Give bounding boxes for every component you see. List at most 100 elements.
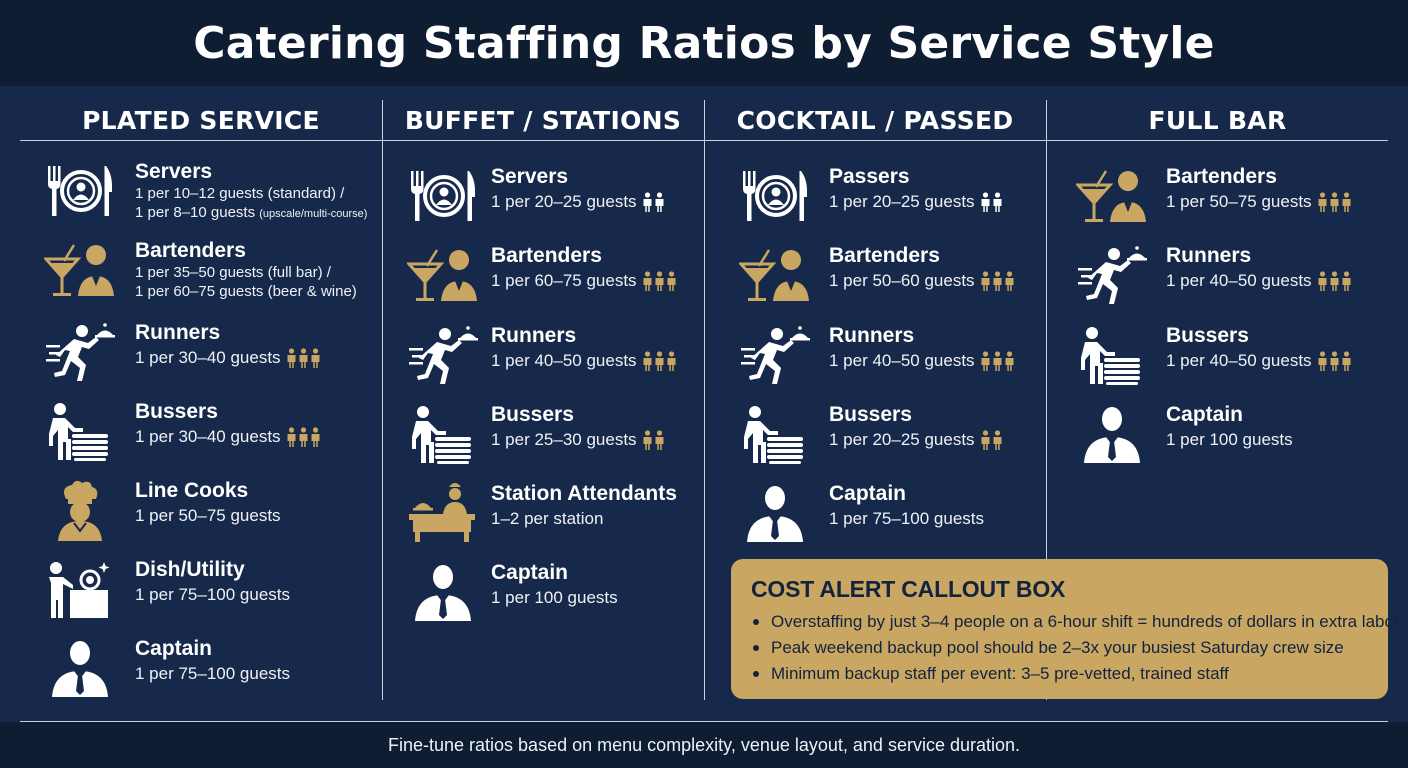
people-group-icon: [980, 351, 1015, 371]
person-icon: [1318, 192, 1327, 212]
person-icon: [299, 348, 308, 368]
staff-ratio-item: Bussers 1 per 40–50 guests: [1047, 322, 1388, 392]
role-name: Passers: [829, 165, 910, 188]
staff-ratio-item: Captain 1 per 75–100 guests: [705, 480, 1045, 550]
role-name: Bartenders: [1166, 165, 1277, 188]
station-attendant-icon: [403, 480, 483, 546]
ratio-text: 1 per 100 guests: [491, 588, 618, 607]
person-icon: [1330, 192, 1339, 212]
role-name: Runners: [491, 324, 577, 347]
person-icon: [643, 351, 652, 371]
role-ratio: 1 per 75–100 guests: [135, 585, 290, 605]
busser-icon: [403, 401, 483, 467]
busser-icon: [735, 401, 815, 467]
runner-icon: [735, 322, 815, 388]
person-icon: [1342, 351, 1351, 371]
captain-icon: [403, 559, 483, 625]
bullet-icon: [753, 645, 759, 651]
role-ratio: 1 per 30–40 guests: [135, 427, 321, 447]
runner-icon: [403, 322, 483, 388]
staff-ratio-item: Bussers 1 per 25–30 guests: [383, 401, 703, 471]
ratio-text: 1 per 75–100 guests: [829, 509, 985, 528]
role-ratio: 1 per 40–50 guests: [1166, 271, 1352, 291]
person-icon: [1330, 271, 1339, 291]
staff-ratio-item: Passers 1 per 20–25 guests: [705, 163, 1045, 233]
captain-icon: [1072, 401, 1152, 467]
ratio-text: 1 per 40–50 guests: [829, 351, 975, 370]
staff-ratio-item: Captain 1 per 100 guests: [1047, 401, 1388, 471]
footer-divider: [20, 721, 1388, 722]
ratio-text: 1 per 10–12 guests (standard) /: [135, 185, 345, 202]
role-name: Bussers: [829, 403, 912, 426]
person-icon: [981, 192, 990, 212]
person-icon: [1342, 271, 1351, 291]
plate-cutlery-icon: [403, 163, 483, 229]
callout-bullet: Peak weekend backup pool should be 2–3x …: [751, 635, 1400, 661]
person-icon: [655, 192, 664, 212]
column-full-bar: FULL BAR Bartenders 1 per 50–75 guests Ru…: [1047, 100, 1388, 700]
ratio-text: 1 per 50–75 guests: [1166, 192, 1312, 211]
ratio-text: 1 per 40–50 guests: [1166, 351, 1312, 370]
ratio-text: 1 per 40–50 guests: [491, 351, 637, 370]
bartender-icon: [1072, 163, 1152, 229]
people-group-icon: [980, 271, 1015, 291]
role-ratio: 1 per 30–40 guests: [135, 348, 321, 368]
runner-icon: [40, 319, 120, 385]
column-divider: [704, 100, 705, 700]
person-icon: [1005, 271, 1014, 291]
person-icon: [1005, 351, 1014, 371]
role-ratio: 1 per 50–75 guests: [135, 506, 281, 526]
staff-ratio-item: Bartenders 1 per 50–60 guests: [705, 242, 1045, 312]
person-icon: [993, 192, 1002, 212]
role-name: Runners: [829, 324, 915, 347]
person-icon: [1342, 192, 1351, 212]
staff-ratio-item: Runners 1 per 40–50 guests: [1047, 242, 1388, 312]
people-group-icon: [642, 271, 677, 291]
role-ratio: 1 per 75–100 guests: [135, 664, 290, 684]
role-name: Line Cooks: [135, 479, 249, 502]
captain-icon: [40, 635, 120, 701]
staff-ratio-item: Dish/Utility 1 per 75–100 guests: [20, 556, 382, 626]
ratio-text: 1 per 20–25 guests: [829, 430, 975, 449]
callout-title: COST ALERT CALLOUT BOX: [751, 576, 1066, 602]
person-icon: [299, 427, 308, 447]
role-name: Bartenders: [135, 239, 246, 262]
person-icon: [993, 271, 1002, 291]
role-name: Captain: [1166, 403, 1244, 426]
cost-alert-callout: COST ALERT CALLOUT BOX Overstaffing by j…: [731, 559, 1400, 699]
person-icon: [981, 271, 990, 291]
plate-cutlery-icon: [40, 158, 120, 224]
dishwasher-icon: [40, 556, 120, 622]
role-name: Servers: [491, 165, 569, 188]
role-ratio: 1 per 10–12 guests (standard) /: [135, 185, 344, 202]
people-group-icon: [980, 192, 1003, 212]
captain-icon: [735, 480, 815, 546]
ratio-text: 1–2 per station: [491, 509, 604, 528]
role-name: Captain: [135, 637, 213, 660]
bullet-icon: [753, 619, 759, 625]
staff-ratio-item: Bartenders 1 per 50–75 guests: [1047, 163, 1388, 233]
role-ratio: 1 per 60–75 guests: [491, 271, 677, 291]
ratio-text: 1 per 75–100 guests: [135, 585, 291, 604]
staff-ratio-item: Bartenders 1 per 35–50 guests (full bar) …: [20, 237, 382, 307]
staff-ratio-item: Captain 1 per 100 guests: [383, 559, 703, 629]
people-group-icon: [1317, 192, 1352, 212]
ratio-text: 1 per 20–25 guests: [829, 192, 975, 211]
people-group-icon: [642, 192, 665, 212]
person-icon: [655, 430, 664, 450]
busser-icon: [40, 398, 120, 464]
role-ratio: 1 per 35–50 guests (full bar) /: [135, 264, 331, 281]
role-name: Runners: [1166, 244, 1252, 267]
role-name: Dish/Utility: [135, 558, 245, 581]
role-ratio-secondary: 1 per 60–75 guests (beer & wine): [135, 283, 357, 300]
callout-list: Overstaffing by just 3–4 people on a 6-h…: [751, 609, 1400, 687]
bartender-icon: [403, 242, 483, 308]
role-name: Bartenders: [491, 244, 602, 267]
staff-ratio-item: Runners 1 per 40–50 guests: [705, 322, 1045, 392]
title-bar: Catering Staffing Ratios by Service Styl…: [0, 0, 1408, 86]
staff-ratio-item: Runners 1 per 30–40 guests: [20, 319, 382, 389]
person-icon: [287, 348, 296, 368]
role-name: Bussers: [491, 403, 574, 426]
ratio-text: 1 per 50–75 guests: [135, 506, 281, 525]
person-icon: [993, 351, 1002, 371]
